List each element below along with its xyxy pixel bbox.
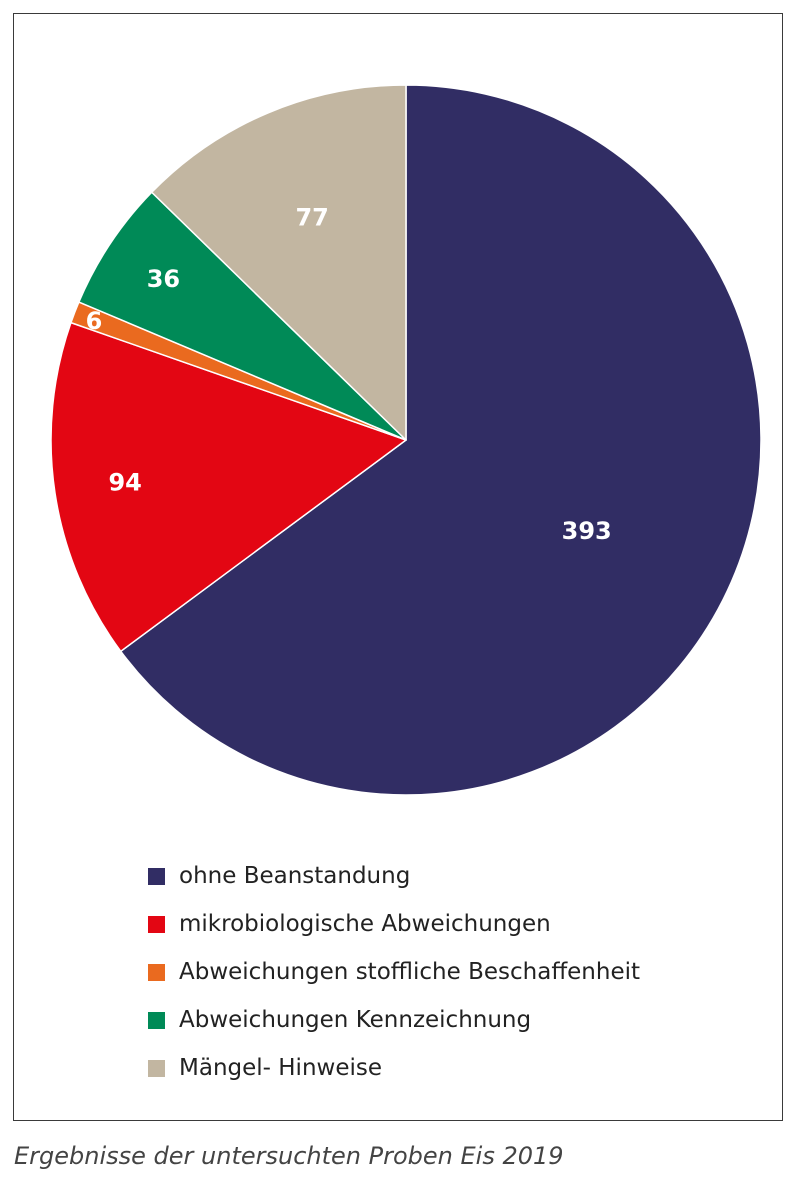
data-label-ohne-beanstandung: 393 — [562, 517, 612, 545]
legend-item-abweichungen-stoffliche-beschaffenheit: Abweichungen stoffliche Beschaffenheit — [148, 948, 640, 996]
chart-frame — [13, 13, 783, 1121]
legend-item-maengel-hinweise: Mängel- Hinweise — [148, 1044, 640, 1092]
figure-caption: Ergebnisse der untersuchten Proben Eis 2… — [14, 1142, 564, 1170]
legend-swatch — [148, 963, 165, 981]
legend: ohne Beanstandung mikrobiologische Abwei… — [148, 852, 640, 1092]
data-label-abweichungen-kennzeichnung: 36 — [147, 265, 180, 293]
pie-slice-ohne-beanstandung — [120, 84, 762, 796]
data-label-maengel-hinweise: 77 — [295, 204, 328, 232]
legend-swatch — [148, 915, 165, 933]
legend-item-abweichungen-kennzeichnung: Abweichungen Kennzeichnung — [148, 996, 640, 1044]
legend-label: mikrobiologische Abweichungen — [179, 911, 551, 937]
legend-label: Abweichungen stoffliche Beschaffenheit — [179, 959, 641, 985]
legend-label: ohne Beanstandung — [179, 863, 411, 889]
pie-slice-mikrobiologische-abweichungen — [50, 321, 407, 653]
legend-swatch — [148, 1059, 165, 1077]
legend-label: Mängel- Hinweise — [179, 1055, 383, 1081]
legend-label: Abweichungen Kennzeichnung — [179, 1007, 532, 1033]
legend-swatch — [148, 867, 165, 885]
data-label-abweichungen-stoffliche-beschaffenheit: 6 — [86, 307, 103, 335]
pie-slice-maengel-hinweise — [150, 84, 407, 441]
legend-item-mikrobiologische-abweichungen: mikrobiologische Abweichungen — [148, 900, 640, 948]
legend-swatch — [148, 1011, 165, 1029]
pie-chart: 393 94 6 36 77 — [50, 84, 762, 796]
legend-item-ohne-beanstandung: ohne Beanstandung — [148, 852, 640, 900]
pie-slice-abweichungen-kennzeichnung — [78, 191, 407, 441]
data-label-mikrobiologische-abweichungen: 94 — [108, 469, 141, 497]
